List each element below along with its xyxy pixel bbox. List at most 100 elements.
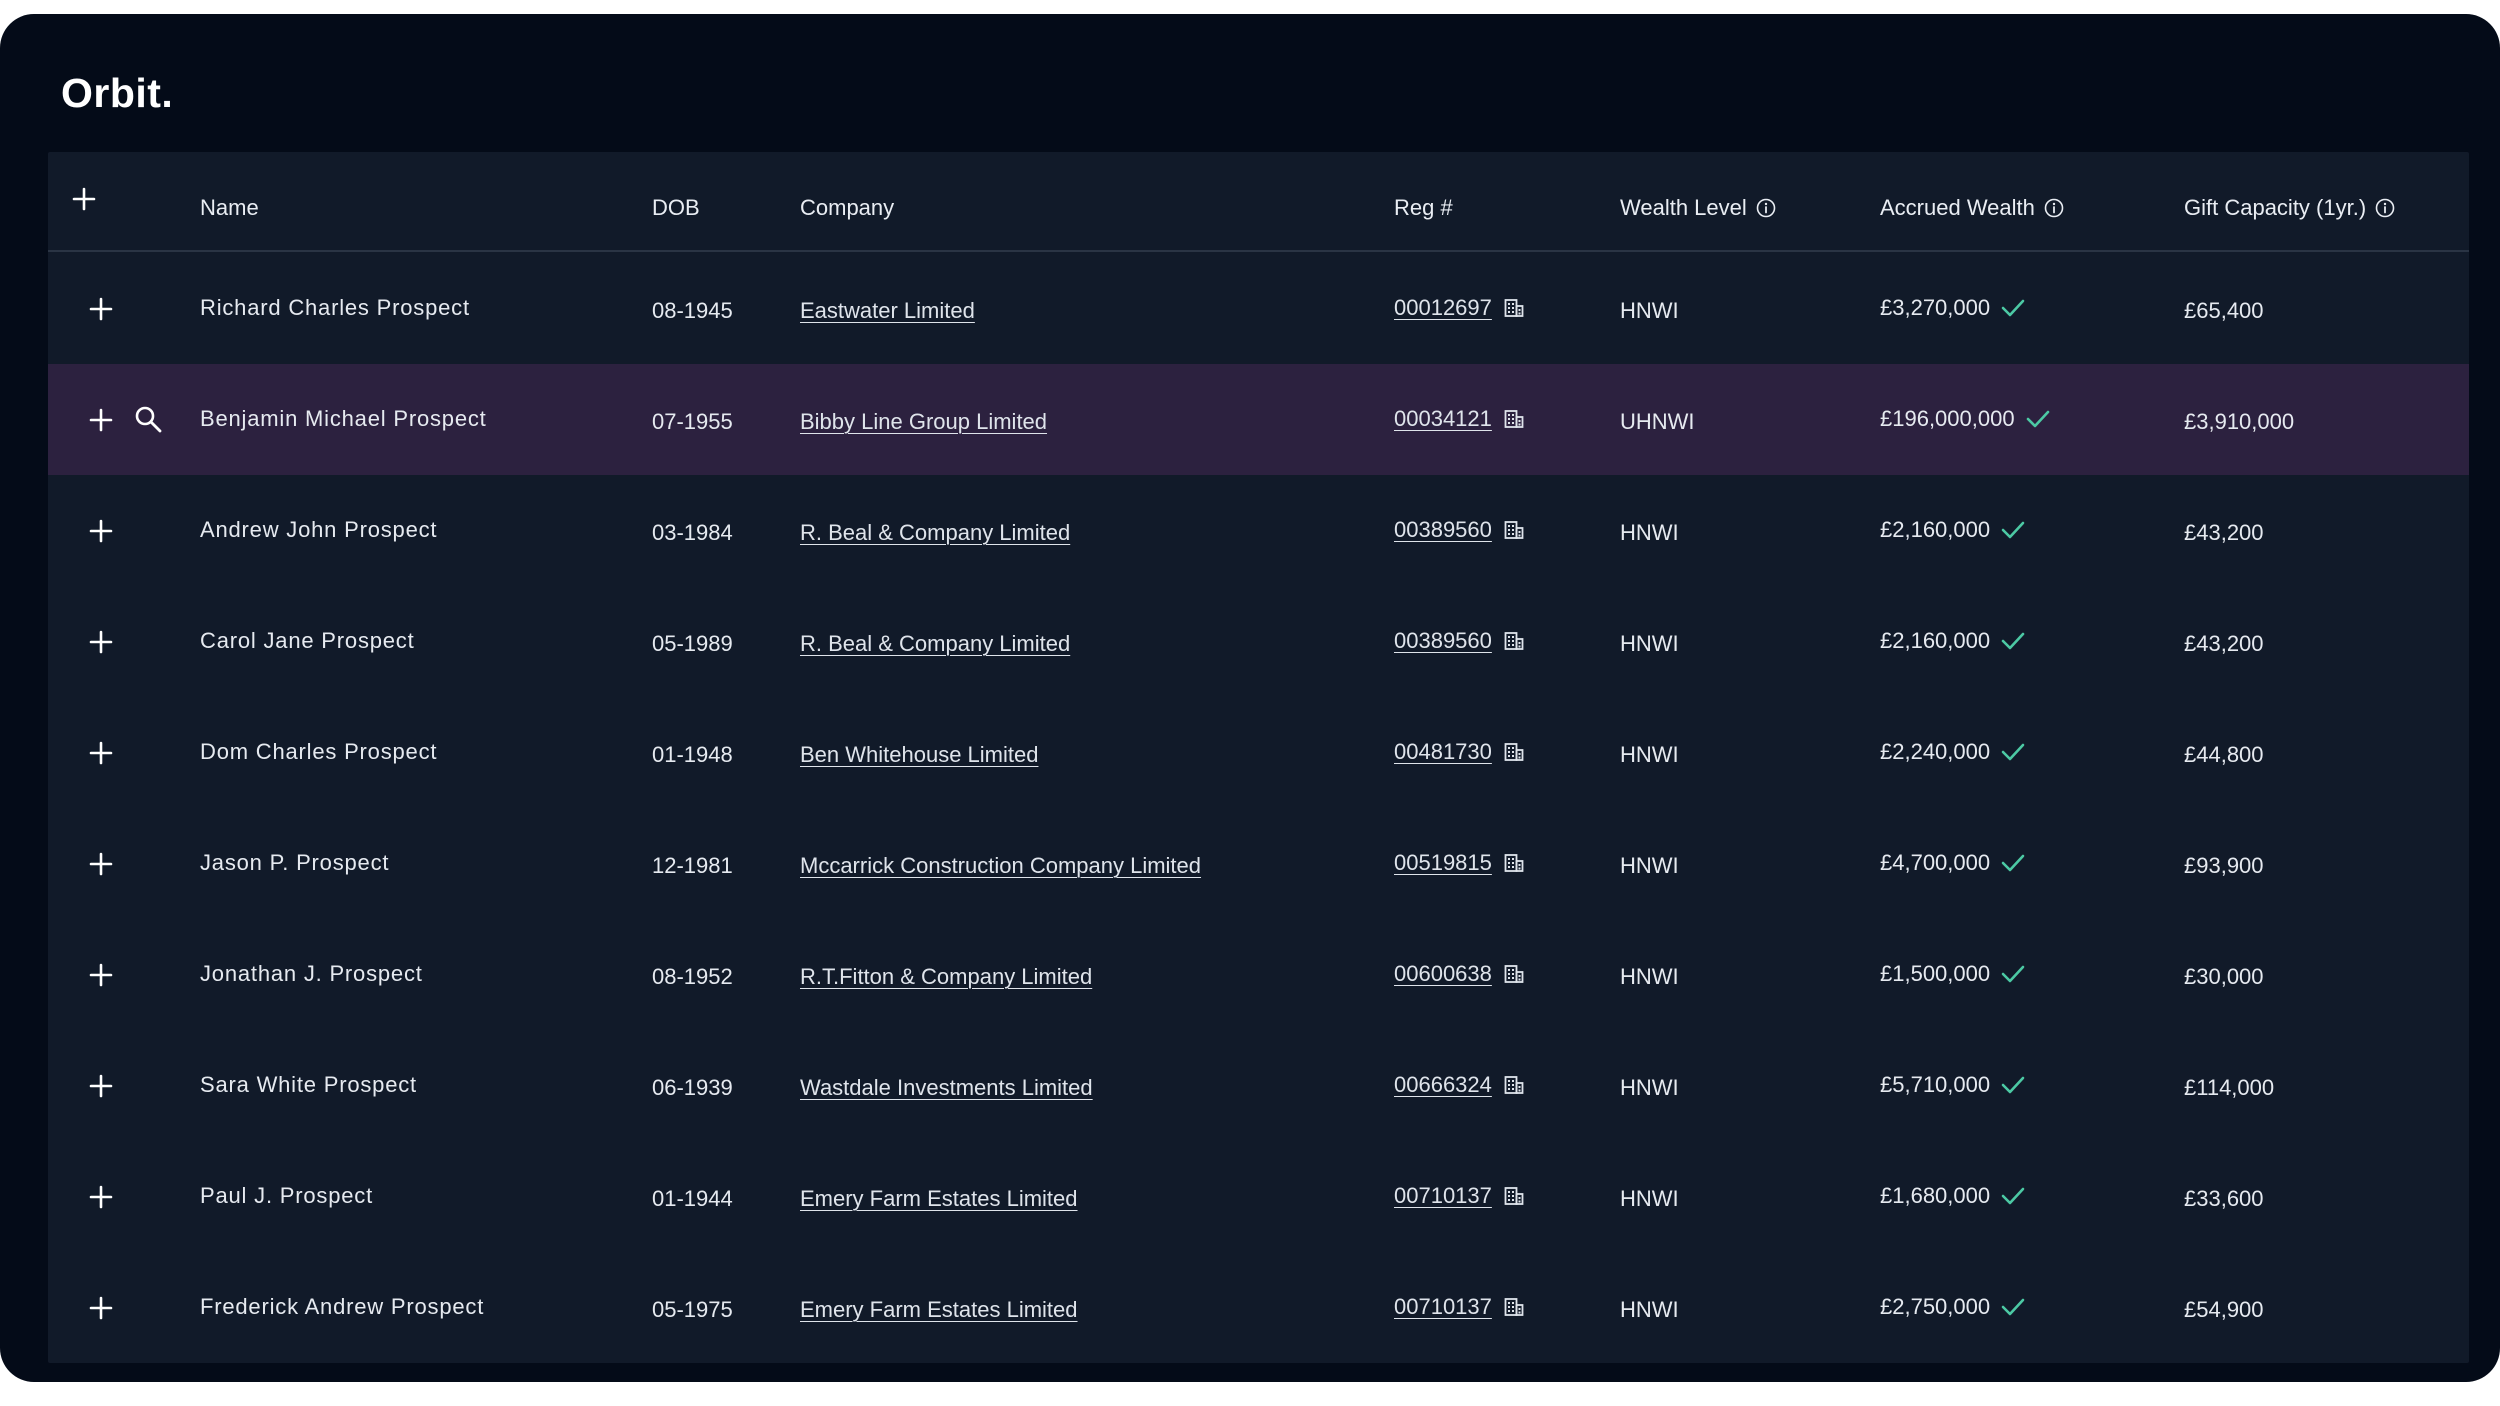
wealth-level: HNWI (1620, 964, 1679, 989)
header-accrued-wealth[interactable]: Accrued Wealth (1880, 195, 2064, 221)
verified-check-icon (2001, 521, 2025, 539)
wealth-level: HNWI (1620, 631, 1679, 656)
table-row[interactable]: Andrew John Prospect 03-1984 R. Beal & Com… (48, 475, 2469, 586)
prospect-name: Carol Jane Prospect (200, 628, 415, 653)
wealth-level: HNWI (1620, 1075, 1679, 1100)
gift-capacity: £93,900 (2184, 853, 2264, 878)
building-icon[interactable] (1504, 298, 1524, 318)
verified-check-icon (2001, 1076, 2025, 1094)
company-link[interactable]: Ben Whitehouse Limited (800, 742, 1039, 767)
add-prospect-plus-icon[interactable] (89, 1185, 113, 1209)
prospect-name: Jonathan J. Prospect (200, 961, 423, 986)
accrued-wealth-value: £2,160,000 (1880, 628, 1991, 653)
building-icon[interactable] (1504, 1186, 1524, 1206)
prospect-dob: 03-1984 (652, 520, 733, 545)
add-prospect-plus-icon[interactable] (89, 1296, 113, 1320)
header-wealth-level[interactable]: Wealth Level (1620, 195, 1776, 221)
reg-number-link[interactable]: 00519815 (1394, 850, 1492, 875)
company-link[interactable]: Emery Farm Estates Limited (800, 1186, 1078, 1211)
add-prospect-plus-icon[interactable] (89, 297, 113, 321)
accrued-wealth-value: £1,500,000 (1880, 961, 1991, 986)
accrued-wealth-cell: £2,750,000 (1880, 1294, 2026, 1320)
building-icon[interactable] (1504, 853, 1524, 873)
company-link[interactable]: R. Beal & Company Limited (800, 520, 1071, 545)
table-row[interactable]: Carol Jane Prospect 05-1989 R. Beal & Comp… (48, 586, 2469, 697)
table-row[interactable]: Benjamin Michael Prospect 07-1955 Bibby Li… (48, 364, 2469, 475)
building-icon[interactable] (1504, 1075, 1524, 1095)
add-prospect-plus-icon[interactable] (89, 1074, 113, 1098)
reg-number-link[interactable]: 00389560 (1394, 628, 1492, 653)
prospect-dob: 01-1948 (652, 742, 733, 767)
reg-number-cell: 00710137 (1394, 1294, 1524, 1320)
header-reg[interactable]: Reg # (1394, 195, 1453, 220)
table-row[interactable]: Sara White Prospect 06-1939 Wastdale Inves… (48, 1030, 2469, 1141)
gift-capacity-info-icon[interactable] (2375, 198, 2395, 218)
add-prospect-plus-icon[interactable] (89, 741, 113, 765)
table-row[interactable]: Frederick Andrew Prospect 05-1975 Emery Fa… (48, 1252, 2469, 1363)
add-column-plus-icon[interactable] (72, 187, 96, 211)
table-row[interactable]: Jonathan J. Prospect 08-1952 R.T.Fitton & … (48, 919, 2469, 1030)
reg-number-link[interactable]: 00481730 (1394, 739, 1492, 764)
reg-number-link[interactable]: 00034121 (1394, 406, 1492, 431)
gift-capacity: £44,800 (2184, 742, 2264, 767)
reg-number-link[interactable]: 00389560 (1394, 517, 1492, 542)
table-row[interactable]: Richard Charles Prospect 08-1945 Eastwater… (48, 253, 2469, 364)
company-link[interactable]: Emery Farm Estates Limited (800, 1297, 1078, 1322)
header-gift-capacity[interactable]: Gift Capacity (1yr.) (2184, 195, 2395, 221)
building-icon[interactable] (1504, 1297, 1524, 1317)
search-icon[interactable] (133, 404, 163, 434)
table-row[interactable]: Jason P. Prospect 12-1981 Mccarrick Constr… (48, 808, 2469, 919)
table-row[interactable]: Paul J. Prospect 01-1944 Emery Farm Estate… (48, 1141, 2469, 1252)
company-link[interactable]: Bibby Line Group Limited (800, 409, 1048, 434)
building-icon[interactable] (1504, 520, 1524, 540)
company-link[interactable]: Mccarrick Construction Company Limited (800, 853, 1202, 878)
add-prospect-plus-icon[interactable] (89, 630, 113, 654)
accrued-wealth-value: £5,710,000 (1880, 1072, 1991, 1097)
accrued-wealth-cell: £2,160,000 (1880, 628, 2026, 654)
accrued-wealth-info-icon[interactable] (2044, 198, 2064, 218)
reg-number-cell: 00389560 (1394, 517, 1524, 543)
add-prospect-plus-icon[interactable] (89, 408, 113, 432)
wealth-level: HNWI (1620, 520, 1679, 545)
add-prospect-plus-icon[interactable] (89, 519, 113, 543)
building-icon[interactable] (1504, 409, 1524, 429)
building-icon[interactable] (1504, 631, 1524, 651)
app-window: Orbit. Name DOB Company Reg # Wealth Lev… (0, 14, 2500, 1382)
table-row[interactable]: Dom Charles Prospect 01-1948 Ben Whitehous… (48, 697, 2469, 808)
gift-capacity: £65,400 (2184, 298, 2264, 323)
header-name[interactable]: Name (200, 195, 259, 220)
prospect-name: Frederick Andrew Prospect (200, 1294, 485, 1319)
gift-capacity: £33,600 (2184, 1186, 2264, 1211)
reg-number-link[interactable]: 00666324 (1394, 1072, 1492, 1097)
reg-number-link[interactable]: 00710137 (1394, 1183, 1492, 1208)
prospect-name: Benjamin Michael Prospect (200, 406, 487, 431)
reg-number-cell: 00600638 (1394, 961, 1524, 987)
add-prospect-plus-icon[interactable] (89, 852, 113, 876)
company-link[interactable]: R. Beal & Company Limited (800, 631, 1071, 656)
company-link[interactable]: R.T.Fitton & Company Limited (800, 964, 1093, 989)
verified-check-icon (2001, 965, 2025, 983)
company-link[interactable]: Wastdale Investments Limited (800, 1075, 1093, 1100)
header-company[interactable]: Company (800, 195, 895, 220)
header-dob[interactable]: DOB (652, 195, 700, 220)
company-link[interactable]: Eastwater Limited (800, 298, 975, 323)
building-icon[interactable] (1504, 742, 1524, 762)
verified-check-icon (2001, 743, 2025, 761)
reg-number-link[interactable]: 00710137 (1394, 1294, 1492, 1319)
prospect-name: Sara White Prospect (200, 1072, 417, 1097)
reg-number-cell: 00666324 (1394, 1072, 1524, 1098)
gift-capacity: £3,910,000 (2184, 409, 2295, 434)
gift-capacity: £30,000 (2184, 964, 2264, 989)
building-icon[interactable] (1504, 964, 1524, 984)
gift-capacity: £114,000 (2184, 1075, 2275, 1100)
reg-number-link[interactable]: 00600638 (1394, 961, 1492, 986)
prospect-dob: 08-1952 (652, 964, 733, 989)
wealth-level-info-icon[interactable] (1756, 198, 1776, 218)
gift-capacity: £43,200 (2184, 520, 2264, 545)
reg-number-link[interactable]: 00012697 (1394, 295, 1492, 320)
accrued-wealth-value: £2,160,000 (1880, 517, 1991, 542)
prospect-name: Paul J. Prospect (200, 1183, 373, 1208)
wealth-level: HNWI (1620, 1186, 1679, 1211)
accrued-wealth-value: £196,000,000 (1880, 406, 2015, 431)
add-prospect-plus-icon[interactable] (89, 963, 113, 987)
